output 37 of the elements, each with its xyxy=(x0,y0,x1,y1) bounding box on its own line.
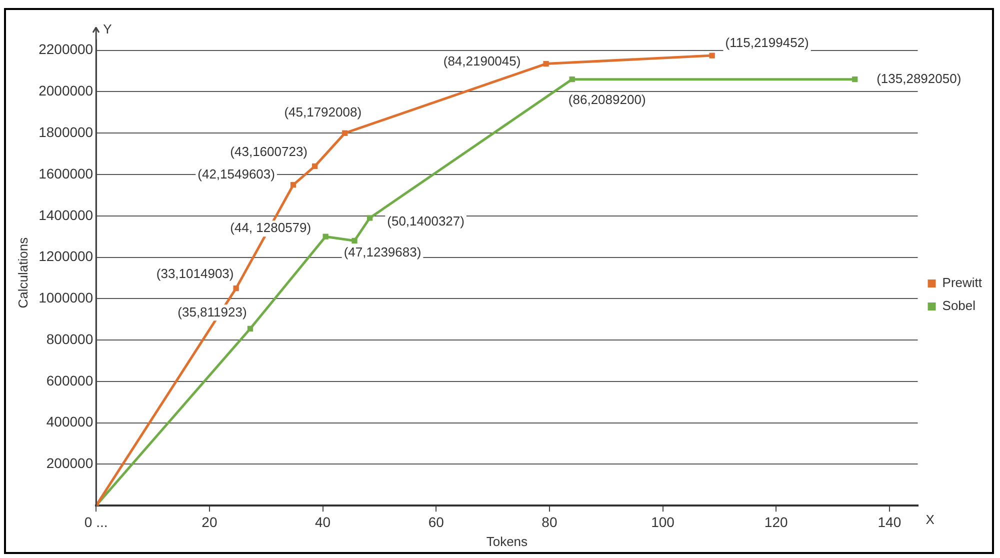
y-tick-label: 1000000 xyxy=(38,290,94,306)
y-tick-label: 1800000 xyxy=(38,124,94,140)
annotation: (115,2199452) xyxy=(725,35,809,50)
legend-label: Prewitt xyxy=(942,275,982,290)
x-tick-label: 40 xyxy=(314,514,331,530)
annotation: (47,1239683) xyxy=(344,244,422,260)
y-tick-label: 1200000 xyxy=(38,248,94,264)
y-tick-label: 2000000 xyxy=(38,82,94,99)
x-tick-label: 0 ... xyxy=(84,514,108,530)
text: X xyxy=(926,512,935,528)
y-tick-label: 800000 xyxy=(46,330,94,347)
x-tick-label: 120 xyxy=(764,514,788,530)
y-tick-label: 600000 xyxy=(46,372,94,388)
y-tick-label: 2200000 xyxy=(38,41,94,58)
annotation: (43,1600723) xyxy=(230,144,308,159)
annotation: (84,2190045) xyxy=(443,53,521,68)
y-tick-label: 400000 xyxy=(46,414,94,430)
annotation: (50,1400327) xyxy=(387,214,464,229)
x-tick-label: 80 xyxy=(542,514,558,530)
x-tick-label: 100 xyxy=(651,514,675,530)
x-tick-label: 20 xyxy=(202,514,218,530)
annotation: (135,2892050) xyxy=(876,70,962,86)
annotation: (33,1014903) xyxy=(156,266,234,281)
x-axis-title: Tokens xyxy=(486,534,528,549)
y-axis-title: Calculations xyxy=(15,236,30,308)
annotation: (44, 1280579) xyxy=(230,220,312,236)
x-tick-label: 140 xyxy=(878,514,902,530)
y-tick-label: 1400000 xyxy=(38,206,94,223)
legend-label: Sobel xyxy=(942,298,976,314)
y-tick-label: 200000 xyxy=(46,455,94,472)
annotation: (86,2089200) xyxy=(568,92,646,107)
annotation: (45,1792008) xyxy=(284,104,362,120)
y-tick-label: 1600000 xyxy=(38,165,94,182)
annotation: (35,811923) xyxy=(178,304,247,320)
annotation: (42,1549603) xyxy=(198,166,275,182)
x-tick-label: 60 xyxy=(428,514,444,530)
text: Y xyxy=(103,22,112,37)
